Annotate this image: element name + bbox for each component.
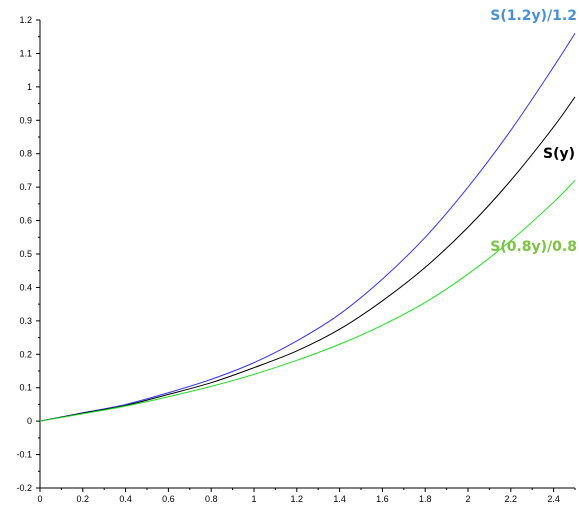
y-tick-label: 0.6 <box>19 216 32 226</box>
x-tick-label: 0.4 <box>119 494 132 504</box>
y-tick-label: 1 <box>27 82 32 92</box>
x-tick-label: 1.4 <box>333 494 346 504</box>
x-tick-label: 0.2 <box>77 494 90 504</box>
curve-s-1-2y <box>39 33 576 422</box>
y-tick-label: 0.3 <box>19 316 32 326</box>
y-tick-label: 1.1 <box>19 48 32 58</box>
y-tick-label: 1.2 <box>19 15 32 25</box>
curve-s-0-8y-label: S(0.8y)/0.8 <box>490 239 577 255</box>
curves <box>39 33 576 422</box>
x-tick-label: 0.8 <box>205 494 218 504</box>
x-tick-label: 0 <box>37 494 42 504</box>
curve-s-1-2y-label: S(1.2y)/1.2 <box>490 8 577 24</box>
curve-labels: S(1.2y)/1.2 S(y) S(0.8y)/0.8 <box>490 8 577 255</box>
y-tick-label: 0.4 <box>19 282 32 292</box>
y-tick-label: -0.2 <box>16 483 32 493</box>
x-tick-label: 2.2 <box>505 494 518 504</box>
y-tick-label: 0.9 <box>19 115 32 125</box>
x-tick-label: 1.8 <box>419 494 432 504</box>
x-tick-label: 1.2 <box>291 494 304 504</box>
curve-s-y <box>39 96 576 422</box>
y-tick-label: 0.2 <box>19 349 32 359</box>
y-tick-label: 0.1 <box>19 383 32 393</box>
x-tick-label: 0.6 <box>162 494 175 504</box>
x-axis-ticks: 0 0.2 0.4 0.6 0.8 1 1.2 1.4 1.6 1.8 2 2.2 2.4 <box>37 488 576 504</box>
y-tick-label: 0.7 <box>19 182 32 192</box>
y-axis-ticks: -0.2 -0.1 0 0.1 0.2 0.3 0.4 0.5 0.6 0.7 0.8 0.9 1 1.1… <box>16 15 40 493</box>
curve-s-0-8y <box>39 180 576 422</box>
y-tick-label: -0.1 <box>16 450 32 460</box>
x-tick-label: 1.6 <box>376 494 389 504</box>
y-tick-label: 0.8 <box>19 149 32 159</box>
x-tick-label: 2 <box>465 494 470 504</box>
curve-s-y-label: S(y) <box>543 146 575 162</box>
y-tick-label: 0 <box>27 416 32 426</box>
y-tick-label: 0.5 <box>19 249 32 259</box>
x-tick-label: 2.4 <box>547 494 560 504</box>
x-tick-label: 1 <box>251 494 256 504</box>
